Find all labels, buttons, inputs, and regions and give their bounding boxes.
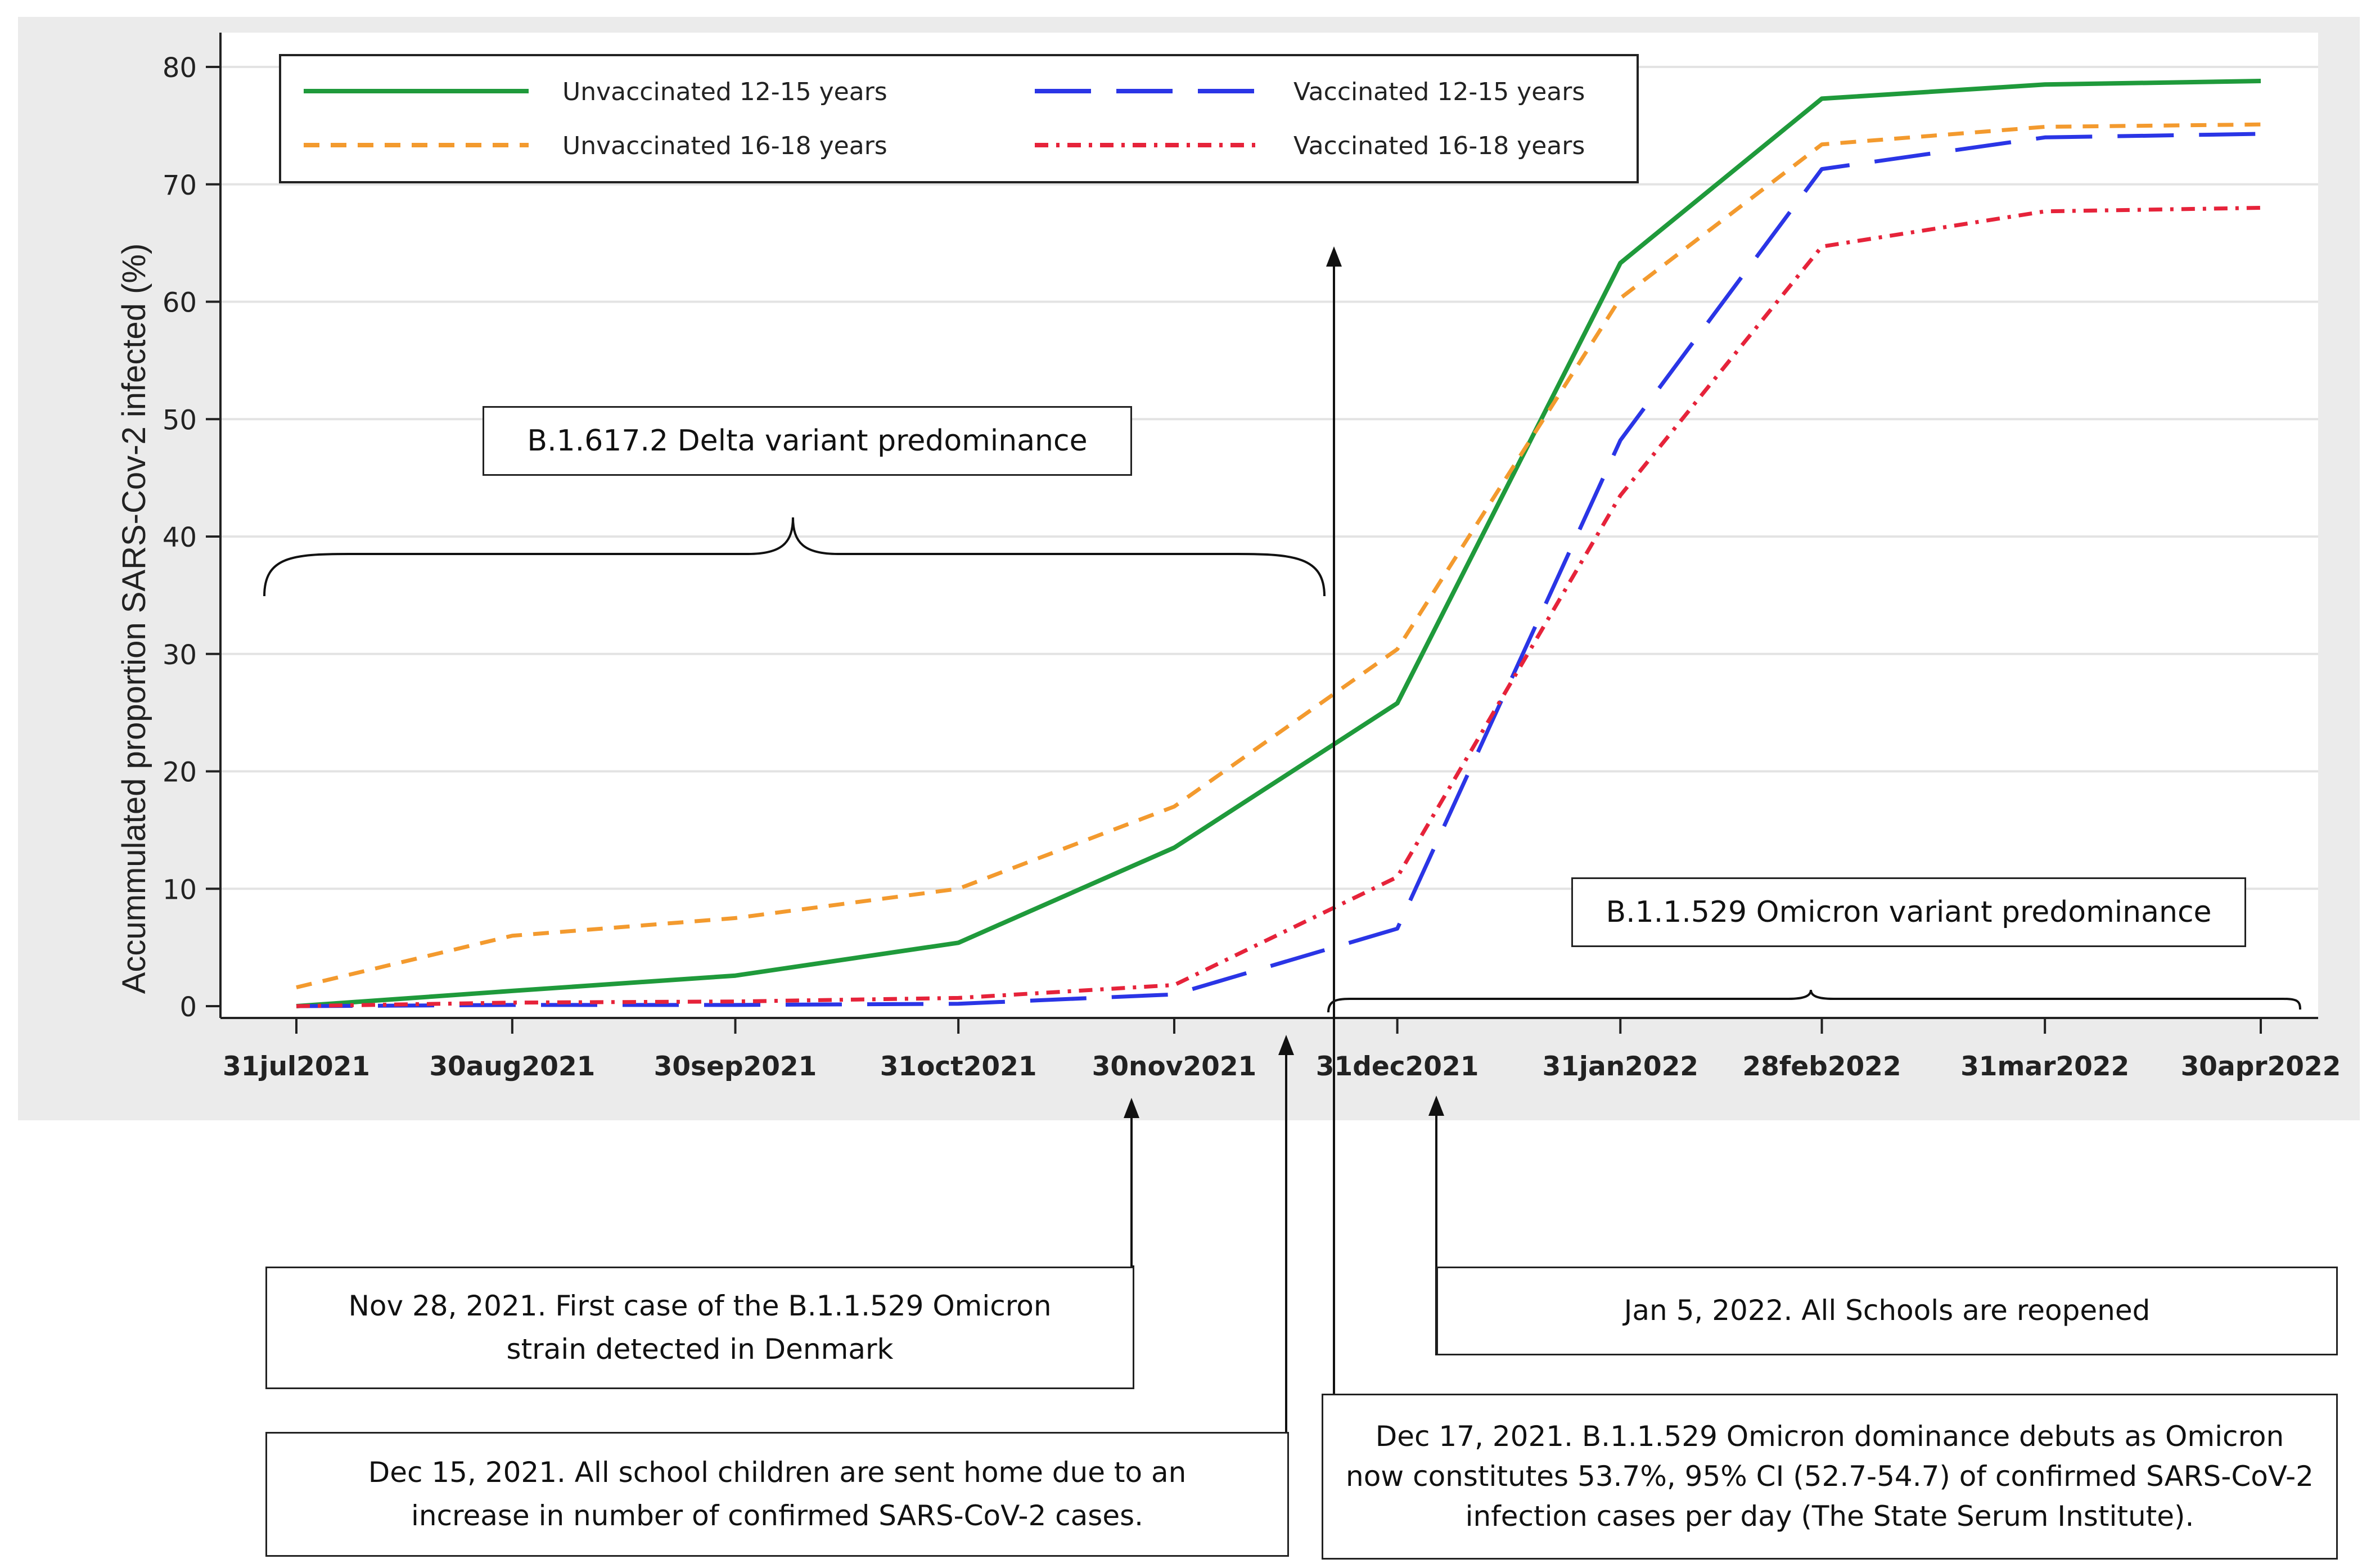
dec15-annotation: Dec 15, 2021. All school children are se… xyxy=(265,1432,1289,1557)
x-tick-label: 30sep2021 xyxy=(654,1051,817,1082)
y-tick-label: 20 xyxy=(163,757,197,788)
jan5-annotation: Jan 5, 2022. All Schools are reopened xyxy=(1436,1267,2338,1355)
x-tick-label: 31oct2021 xyxy=(880,1051,1037,1082)
x-tick-label: 31jan2022 xyxy=(1542,1051,1698,1082)
omicron-predominance-label: B.1.1.529 Omicron variant predominance xyxy=(1571,877,2246,947)
delta-brace xyxy=(263,517,1326,597)
series-line-3 xyxy=(296,206,2261,1008)
axes: 0 10 20 30 40 50 60 70 80 31jul2021 30aug2021 30sep… xyxy=(163,33,2341,1082)
omicron-brace xyxy=(1327,989,2301,1013)
annotation-marks xyxy=(263,246,2301,1538)
x-tick-label: 31jul2021 xyxy=(223,1051,370,1082)
legend-entry-3: Vaccinated 16-18 years xyxy=(1293,132,1585,160)
legend-entry-2: Unvaccinated 16-18 years xyxy=(562,132,887,160)
x-tick-label: 30apr2022 xyxy=(2181,1051,2341,1082)
legend: Unvaccinated 12-15 years Vaccinated 12-15… xyxy=(279,54,1639,183)
series-line-2 xyxy=(296,122,2261,990)
x-tick-label: 28feb2022 xyxy=(1742,1051,1901,1082)
y-tick-label: 80 xyxy=(163,52,197,84)
nov28-arrow-head xyxy=(1124,1098,1139,1118)
jan5-arrow-head xyxy=(1428,1096,1444,1116)
y-tick-label: 70 xyxy=(163,170,197,201)
y-tick-label: 30 xyxy=(163,639,197,671)
dec17-annotation: Dec 17, 2021. B.1.1.529 Omicron dominanc… xyxy=(1322,1394,2338,1560)
series-line-0 xyxy=(296,79,2261,1008)
nov28-annotation: Nov 28, 2021. First case of the B.1.1.52… xyxy=(265,1267,1134,1389)
y-tick-label: 50 xyxy=(163,404,197,436)
plot-area xyxy=(220,33,2318,1018)
x-tick-label: 30nov2021 xyxy=(1092,1051,1257,1082)
legend-entry-0: Unvaccinated 12-15 years xyxy=(562,78,887,106)
delta-predominance-label: B.1.617.2 Delta variant predominance xyxy=(483,406,1132,476)
series-line-1 xyxy=(296,132,2261,1008)
y-tick-label: 0 xyxy=(179,992,197,1023)
y-tick-label: 60 xyxy=(163,287,197,319)
legend-box xyxy=(279,54,1639,183)
series-lines xyxy=(296,79,2261,1008)
y-tick-label: 10 xyxy=(163,874,197,905)
y-tick-label: 40 xyxy=(163,522,197,553)
dec17-arrow-head xyxy=(1326,246,1342,267)
x-tick-label: 31dec2021 xyxy=(1316,1051,1479,1082)
dec15-arrow-head xyxy=(1278,1035,1294,1055)
legend-entry-1: Vaccinated 12-15 years xyxy=(1293,78,1585,106)
y-axis-label: Accummulated proportion SARS-Cov-2 infec… xyxy=(116,244,152,994)
x-tick-label: 30aug2021 xyxy=(429,1051,595,1082)
x-tick-label: 31mar2022 xyxy=(1960,1051,2129,1082)
